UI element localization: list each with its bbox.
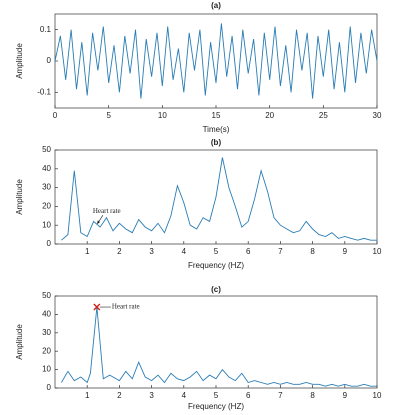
x-tick-label: 25 bbox=[319, 111, 328, 120]
y-tick-label: 50 bbox=[42, 291, 51, 300]
peak-marker bbox=[93, 303, 101, 311]
x-tick-label: 5 bbox=[214, 391, 219, 400]
x-tick-label: 1 bbox=[85, 247, 90, 256]
x-tick-label: 5 bbox=[106, 111, 111, 120]
x-tick-label: 9 bbox=[343, 391, 348, 400]
y-tick-label: 10 bbox=[42, 365, 51, 374]
data-line bbox=[54, 23, 378, 99]
x-tick-label: 30 bbox=[373, 111, 382, 120]
x-tick-label: 7 bbox=[278, 391, 283, 400]
y-tick-label: 20 bbox=[42, 346, 51, 355]
y-axis-label: Amplitude bbox=[15, 324, 24, 360]
y-tick-label: 40 bbox=[42, 164, 51, 173]
x-tick-label: 9 bbox=[343, 247, 348, 256]
y-tick-label: 30 bbox=[42, 183, 51, 192]
y-axis-label: Amplitude bbox=[15, 43, 24, 79]
x-tick-label: 1 bbox=[85, 391, 90, 400]
y-tick-label: -0.1 bbox=[37, 87, 51, 96]
y-tick-label: 10 bbox=[42, 220, 51, 229]
x-tick-label: 4 bbox=[182, 391, 187, 400]
chart-title: (a) bbox=[211, 1, 221, 10]
y-tick-label: 0 bbox=[47, 56, 52, 65]
x-axis-label: Time(s) bbox=[203, 125, 230, 134]
x-tick-label: 0 bbox=[53, 111, 58, 120]
data-line bbox=[61, 306, 377, 387]
arrow-head bbox=[96, 220, 100, 225]
annotation-label: Heart rate bbox=[93, 207, 121, 215]
x-tick-label: 6 bbox=[246, 247, 251, 256]
y-tick-label: 20 bbox=[42, 202, 51, 211]
chart-title: (c) bbox=[211, 285, 221, 294]
y-tick-label: 50 bbox=[42, 145, 51, 154]
y-tick-label: 30 bbox=[42, 328, 51, 337]
x-axis-label: Frequency (HZ) bbox=[188, 402, 244, 411]
x-tick-label: 2 bbox=[117, 391, 122, 400]
y-axis-label: Amplitude bbox=[15, 179, 24, 215]
x-tick-label: 6 bbox=[246, 391, 251, 400]
x-tick-label: 8 bbox=[310, 247, 315, 256]
x-tick-label: 10 bbox=[373, 247, 382, 256]
chart-title: (b) bbox=[211, 138, 222, 147]
data-line bbox=[61, 157, 377, 241]
x-tick-label: 3 bbox=[149, 391, 154, 400]
y-tick-label: 40 bbox=[42, 310, 51, 319]
x-tick-label: 7 bbox=[278, 247, 283, 256]
x-tick-label: 4 bbox=[182, 247, 187, 256]
x-tick-label: 2 bbox=[117, 247, 122, 256]
y-tick-label: 0 bbox=[47, 239, 52, 248]
annotation-label: Heart rate bbox=[112, 303, 140, 311]
y-tick-label: 0.1 bbox=[40, 25, 52, 34]
x-tick-label: 5 bbox=[214, 247, 219, 256]
x-axis-label: Frequency (HZ) bbox=[188, 261, 244, 270]
x-tick-label: 8 bbox=[310, 391, 315, 400]
x-tick-label: 20 bbox=[265, 111, 274, 120]
x-tick-label: 10 bbox=[373, 391, 382, 400]
x-tick-label: 15 bbox=[212, 111, 221, 120]
x-tick-label: 10 bbox=[158, 111, 167, 120]
x-tick-label: 3 bbox=[149, 247, 154, 256]
y-tick-label: 0 bbox=[47, 383, 52, 392]
